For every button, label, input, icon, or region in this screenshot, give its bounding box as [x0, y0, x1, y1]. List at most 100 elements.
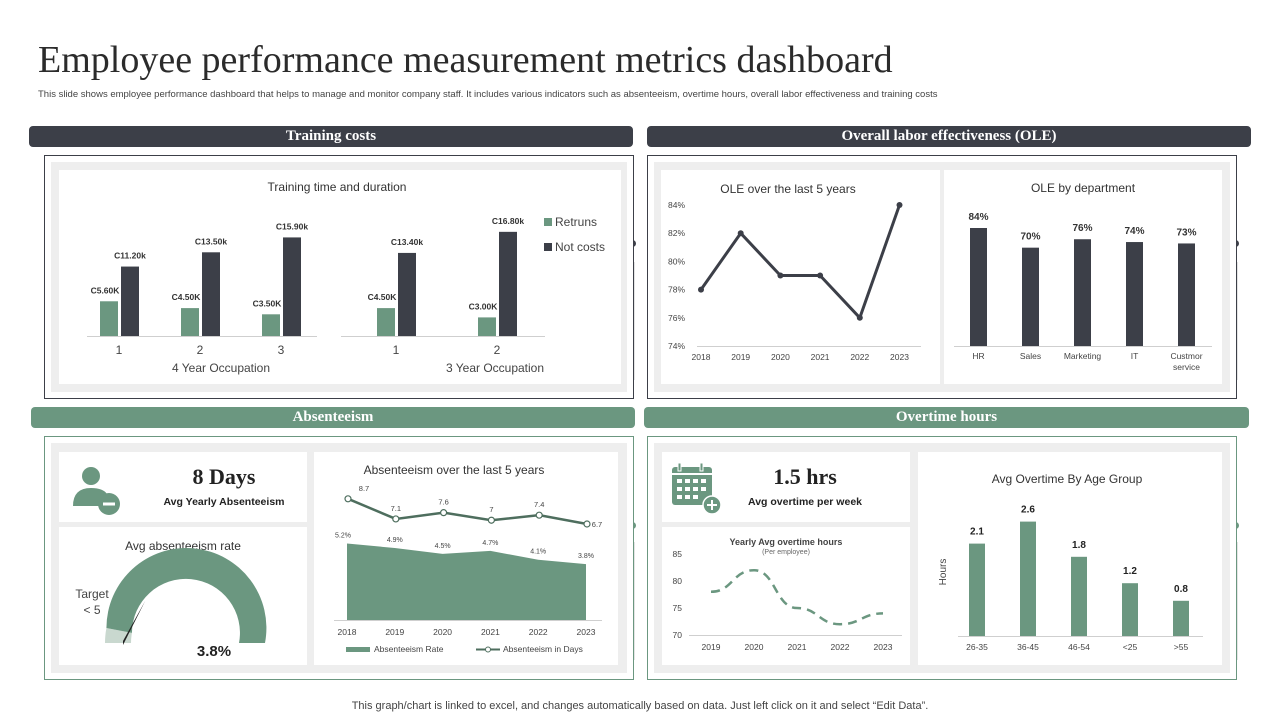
- overtime-kpi-label: Avg overtime per week: [748, 496, 862, 508]
- x-tick-label: 2020: [771, 352, 790, 362]
- bar: [398, 252, 416, 336]
- data-label: 73%: [1176, 227, 1196, 238]
- data-label: C15.90k: [276, 221, 308, 231]
- data-label: 1.8: [1072, 540, 1086, 551]
- bar: [1022, 247, 1039, 346]
- data-label: 74%: [1124, 226, 1144, 237]
- x-tick-label: 26-35: [966, 642, 988, 652]
- x-tick-label: Custmor: [1170, 351, 1202, 361]
- chart-subtitle: (Per employee): [762, 549, 810, 556]
- absenteeism-trend-chart[interactable]: Absenteeism over the last 5 years 5.2% 4.…: [314, 452, 618, 665]
- data-label: C16.80k: [492, 216, 524, 226]
- group-label-3-year: 3 Year Occupation: [446, 361, 544, 375]
- bar: [478, 317, 496, 336]
- ole-dept-chart[interactable]: OLE by department 84% HR 70% Sales 76% Market…: [944, 170, 1222, 384]
- training-chart[interactable]: Training time and duration C5.60K C11.20k…: [59, 170, 621, 384]
- data-point: [817, 272, 824, 279]
- bar: [499, 231, 517, 336]
- area-series: [347, 543, 586, 620]
- legend-swatch-not-costs: [544, 243, 552, 251]
- data-point: [698, 286, 704, 293]
- ole-panel: OLE over the last 5 years 84% 82% 80% 78% 76…: [647, 155, 1237, 399]
- data-label: 4.7%: [482, 540, 498, 547]
- data-label: C13.40k: [391, 237, 423, 247]
- y-tick-label: 80%: [668, 256, 685, 266]
- x-tick-label: >55: [1174, 642, 1189, 652]
- chart-title: Yearly Avg overtime hours: [730, 537, 843, 547]
- data-label: 6.7: [592, 520, 602, 529]
- legend-label-rate: Absenteeism Rate: [374, 644, 444, 654]
- x-tick-label: 46-54: [1068, 642, 1090, 652]
- legend-label-days: Absenteeism in Days: [503, 644, 583, 654]
- data-point: [487, 516, 495, 524]
- bar: [969, 543, 985, 636]
- data-label: 84%: [968, 212, 988, 223]
- x-tick-label: 2023: [890, 352, 909, 362]
- section-header-training: Training costs: [29, 126, 633, 147]
- legend-label-retruns: Retruns: [555, 215, 597, 229]
- data-label: 4.9%: [387, 537, 403, 544]
- overtime-age-chart[interactable]: Avg Overtime By Age Group Hours 2.1 26-35…: [918, 452, 1222, 665]
- data-label: 7: [489, 505, 493, 514]
- data-label: C11.20k: [114, 251, 146, 261]
- data-label: 8.7: [359, 484, 369, 493]
- bar: [377, 308, 395, 336]
- line-series: [347, 497, 588, 526]
- data-point: [583, 520, 591, 528]
- x-tick-label: 2019: [731, 352, 750, 362]
- overtime-yearly-chart[interactable]: Yearly Avg overtime hours (Per employee)…: [662, 527, 910, 665]
- training-panel: Training time and duration C5.60K C11.20k…: [44, 155, 634, 399]
- section-header-ole: Overall labor effectiveness (OLE): [647, 126, 1251, 147]
- x-tick-label: IT: [1131, 351, 1139, 361]
- user-minus-icon: [73, 467, 120, 515]
- x-tick-label: 2021: [788, 642, 807, 652]
- data-label: C4.50K: [172, 292, 202, 302]
- x-tick-label: service: [1173, 362, 1200, 372]
- y-tick-label: 82%: [668, 228, 685, 238]
- chart-title: Absenteeism over the last 5 years: [364, 463, 545, 477]
- gauge-value: 3.8%: [196, 643, 232, 660]
- absenteeism-kpi-label: Avg Yearly Absenteeism: [163, 496, 285, 508]
- x-tick-label: 3: [278, 343, 285, 357]
- x-tick-label: <25: [1123, 642, 1138, 652]
- data-label: 0.8: [1174, 584, 1188, 595]
- x-tick-label: 2020: [433, 627, 452, 637]
- chart-title: OLE over the last 5 years: [720, 182, 855, 196]
- bar: [970, 228, 987, 346]
- absenteeism-kpi-value: 8 Days: [192, 464, 256, 489]
- data-label: 76%: [1072, 223, 1092, 234]
- x-tick-label: HR: [972, 351, 984, 361]
- x-tick-label: 1: [393, 343, 400, 357]
- data-point: [896, 202, 903, 208]
- x-tick-label: 2023: [577, 627, 596, 637]
- data-label: 2.6: [1021, 505, 1035, 516]
- x-tick-label: 2021: [811, 352, 830, 362]
- bar: [1074, 239, 1091, 346]
- y-tick-label: 85: [673, 549, 683, 559]
- data-label: C5.60K: [91, 285, 121, 295]
- x-tick-label: 2023: [874, 642, 893, 652]
- x-tick-label: 2019: [702, 642, 721, 652]
- x-tick-label: 2022: [850, 352, 869, 362]
- legend-label-not-costs: Not costs: [555, 240, 605, 254]
- absenteeism-kpi-card: 8 Days Avg Yearly Absenteeism: [59, 452, 307, 522]
- data-point: [777, 272, 784, 279]
- chart-title: Avg Overtime By Age Group: [992, 472, 1143, 486]
- section-header-overtime: Overtime hours: [644, 407, 1249, 428]
- x-tick-label: 36-45: [1017, 642, 1039, 652]
- data-label: 3.8%: [578, 553, 594, 560]
- data-label: 70%: [1020, 232, 1040, 243]
- overtime-panel: 1.5 hrs Avg overtime per week Yearly Avg…: [647, 436, 1237, 680]
- ole-trend-chart[interactable]: OLE over the last 5 years 84% 82% 80% 78% 76…: [661, 170, 940, 384]
- x-tick-label: 2021: [481, 627, 500, 637]
- footer-note: This graph/chart is linked to excel, and…: [351, 700, 929, 712]
- series-line: [710, 568, 884, 626]
- overtime-kpi-card: 1.5 hrs Avg overtime per week: [662, 452, 910, 522]
- data-point: [440, 509, 448, 517]
- x-tick-label: 2018: [692, 352, 711, 362]
- page-subtitle: This slide shows employee performance da…: [38, 89, 938, 100]
- series-line: [699, 204, 901, 320]
- data-label: 7.1: [391, 504, 401, 513]
- bar: [121, 266, 139, 336]
- data-label: 7.6: [438, 498, 448, 507]
